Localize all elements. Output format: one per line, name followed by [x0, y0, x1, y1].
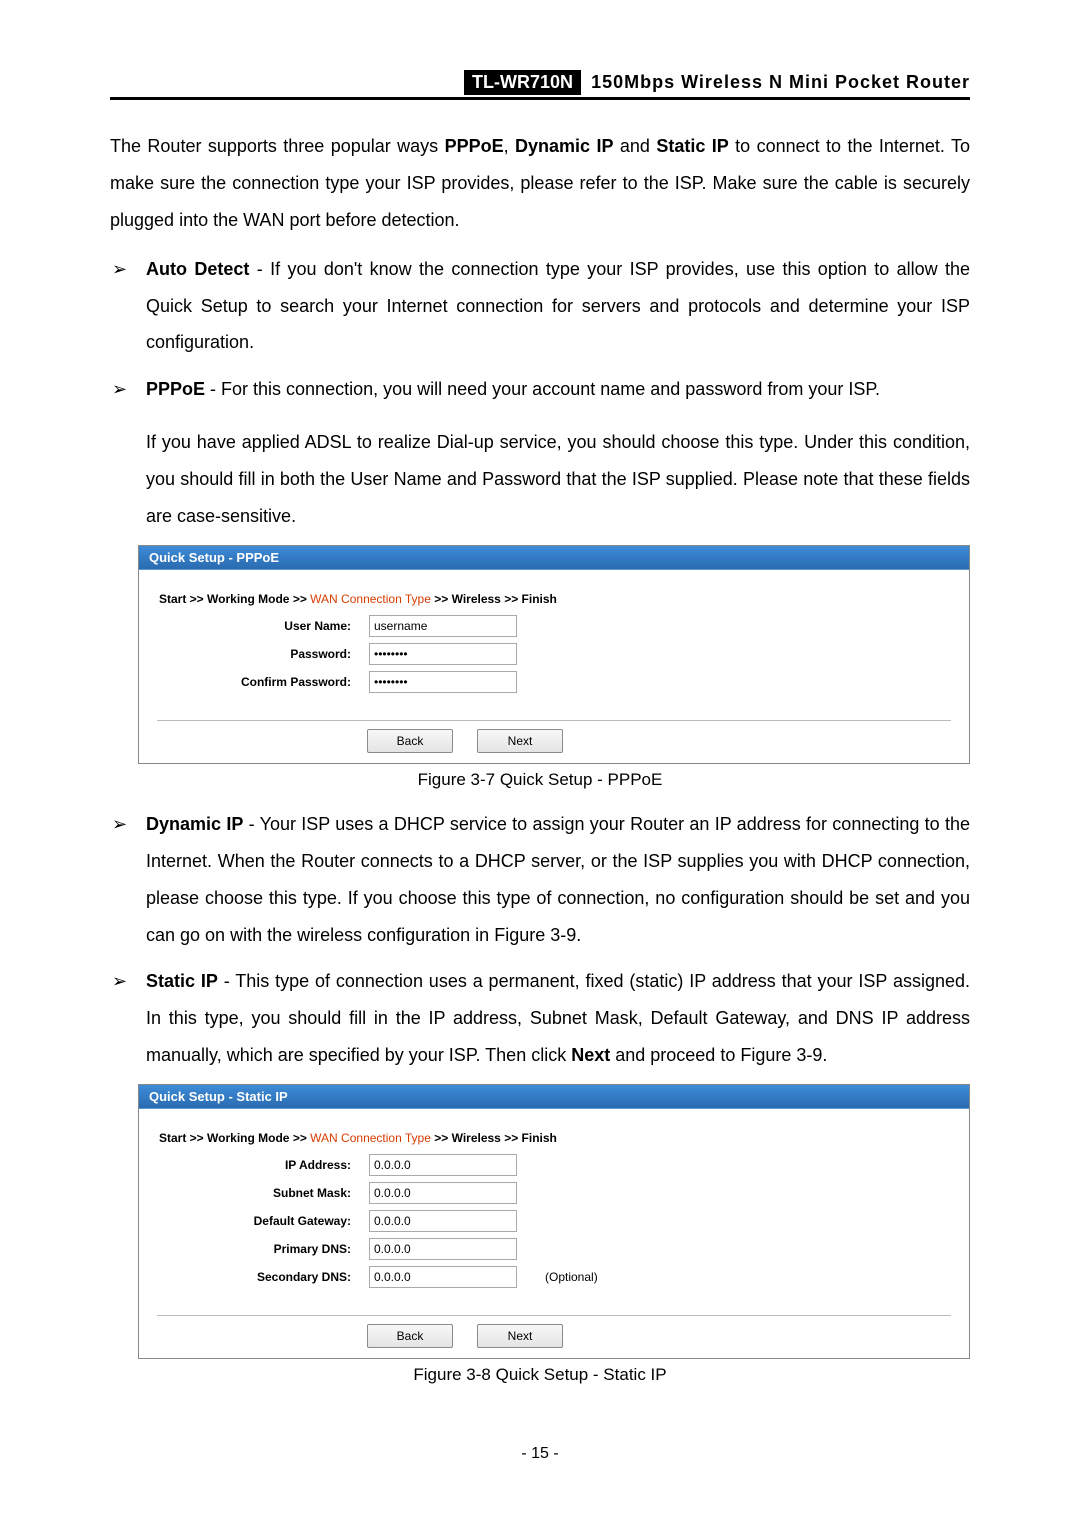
- ip-address-input[interactable]: [369, 1154, 517, 1176]
- figure-pppoe: Quick Setup - PPPoE Start >> Working Mod…: [138, 545, 970, 764]
- back-button[interactable]: Back: [367, 729, 453, 753]
- label-subnet-mask: Subnet Mask:: [159, 1186, 369, 1200]
- bullet-pppoe: PPPoE - For this connection, you will ne…: [110, 371, 970, 535]
- back-button[interactable]: Back: [367, 1324, 453, 1348]
- password-input[interactable]: [369, 643, 517, 665]
- breadcrumb: Start >> Working Mode >> WAN Connection …: [139, 570, 969, 608]
- figure-static-ip-caption: Figure 3-8 Quick Setup - Static IP: [110, 1365, 970, 1385]
- secondary-dns-input[interactable]: [369, 1266, 517, 1288]
- optional-note: (Optional): [545, 1270, 598, 1284]
- label-secondary-dns: Secondary DNS:: [159, 1270, 369, 1284]
- figure-static-ip: Quick Setup - Static IP Start >> Working…: [138, 1084, 970, 1359]
- bullet-static-ip: Static IP - This type of connection uses…: [110, 963, 970, 1074]
- next-button[interactable]: Next: [477, 729, 563, 753]
- intro-paragraph: The Router supports three popular ways P…: [110, 128, 970, 239]
- label-ip-address: IP Address:: [159, 1158, 369, 1172]
- label-primary-dns: Primary DNS:: [159, 1242, 369, 1256]
- bullet-dynamic-ip: Dynamic IP - Your ISP uses a DHCP servic…: [110, 806, 970, 954]
- confirm-password-input[interactable]: [369, 671, 517, 693]
- page-header: TL-WR710N 150Mbps Wireless N Mini Pocket…: [110, 70, 970, 100]
- figure-pppoe-caption: Figure 3-7 Quick Setup - PPPoE: [110, 770, 970, 790]
- subnet-mask-input[interactable]: [369, 1182, 517, 1204]
- header-subtitle: 150Mbps Wireless N Mini Pocket Router: [591, 70, 970, 95]
- primary-dns-input[interactable]: [369, 1238, 517, 1260]
- next-button[interactable]: Next: [477, 1324, 563, 1348]
- pppoe-detail: If you have applied ADSL to realize Dial…: [146, 424, 970, 535]
- page-number: - 15 -: [110, 1445, 970, 1463]
- username-input[interactable]: [369, 615, 517, 637]
- default-gateway-input[interactable]: [369, 1210, 517, 1232]
- model-badge: TL-WR710N: [464, 70, 581, 95]
- label-username: User Name:: [159, 619, 369, 633]
- label-confirm-password: Confirm Password:: [159, 675, 369, 689]
- breadcrumb: Start >> Working Mode >> WAN Connection …: [139, 1109, 969, 1147]
- figure-pppoe-title: Quick Setup - PPPoE: [139, 546, 969, 570]
- bullet-auto-detect: Auto Detect - If you don't know the conn…: [110, 251, 970, 362]
- label-default-gateway: Default Gateway:: [159, 1214, 369, 1228]
- label-password: Password:: [159, 647, 369, 661]
- figure-static-ip-title: Quick Setup - Static IP: [139, 1085, 969, 1109]
